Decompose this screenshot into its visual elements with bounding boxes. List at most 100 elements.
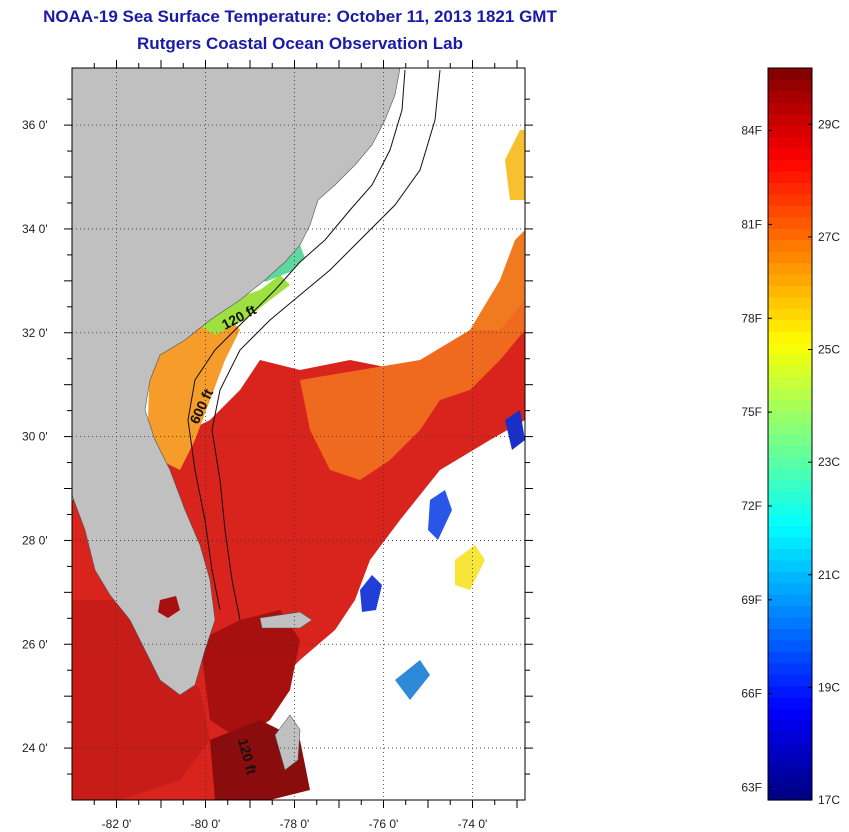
colorbar-band — [768, 719, 812, 732]
sst-cold-patch-3 — [505, 410, 525, 450]
lat-label: 26 0' — [22, 637, 48, 651]
colorbar-band — [768, 285, 812, 298]
colorbar-band — [768, 331, 812, 344]
colorbar-band — [768, 548, 812, 561]
colorbar-label-f: 72F — [741, 499, 762, 513]
colorbar-band — [768, 170, 812, 183]
colorbar-band — [768, 502, 812, 515]
colorbar-band — [768, 216, 812, 229]
colorbar-label-f: 63F — [741, 780, 762, 794]
land-lake-okeechobee — [158, 596, 180, 618]
colorbar-label-c: 19C — [818, 680, 840, 694]
colorbar-band — [768, 605, 812, 618]
colorbar-ticks — [768, 123, 812, 801]
colorbar-label-c: 29C — [818, 117, 840, 131]
colorbar-band — [768, 102, 812, 115]
lat-label: 28 0' — [22, 533, 48, 547]
colorbar-band — [768, 491, 812, 504]
colorbar-band — [768, 399, 812, 412]
longitude-labels: -82 0' -80 0' -78 0' -76 0' -74 0' — [102, 817, 488, 831]
colorbar-band — [768, 319, 812, 332]
sst-region-gulf — [72, 600, 210, 800]
sst-region-gulfstream — [300, 260, 525, 480]
colorbar-band — [768, 639, 812, 652]
colorbar-band — [768, 193, 812, 206]
colorbar-celsius-labels: 29C 27C 25C 23C 21C 19C 17C — [818, 117, 840, 807]
colorbar-band — [768, 376, 812, 389]
lon-label: -78 0' — [280, 817, 310, 831]
colorbar-band — [768, 617, 812, 630]
colorbar-band — [768, 456, 812, 469]
lat-label: 30 0' — [22, 430, 48, 444]
colorbar-band — [768, 468, 812, 481]
colorbar-band — [768, 148, 812, 161]
colorbar-band — [768, 445, 812, 458]
colorbar-band — [768, 754, 812, 767]
colorbar-band — [768, 685, 812, 698]
colorbar-band — [768, 594, 812, 607]
colorbar-label-f: 66F — [741, 687, 762, 701]
colorbar-frame — [767, 67, 813, 801]
land-mainland — [72, 68, 401, 696]
colorbar-band — [768, 697, 812, 710]
colorbar-band — [768, 136, 812, 149]
colorbar-band — [768, 674, 812, 687]
colorbar-band — [768, 536, 812, 549]
colorbar-band — [768, 662, 812, 675]
colorbar-band — [768, 422, 812, 435]
latitude-labels: 24 0' 26 0' 28 0' 30 0' 32 0' 34 0' 36 0… — [22, 118, 48, 755]
colorbar-label-f: 78F — [741, 311, 762, 325]
land-island-grand-bahama — [259, 611, 313, 629]
colorbar-band — [768, 342, 812, 355]
colorbar-gradient — [768, 68, 812, 801]
colorbar-band — [768, 79, 812, 92]
colorbar-band — [768, 708, 812, 721]
colorbar-band — [768, 559, 812, 572]
colorbar-band — [768, 125, 812, 138]
colorbar-band — [768, 582, 812, 595]
colorbar-band — [768, 651, 812, 664]
colorbar-band — [768, 228, 812, 241]
lat-label: 36 0' — [22, 118, 48, 132]
colorbar-band — [768, 262, 812, 275]
colorbar-band — [768, 365, 812, 378]
colorbar-band — [768, 411, 812, 424]
colorbar-fahrenheit-labels: 84F 81F 78F 75F 72F 69F 66F 63F — [741, 124, 762, 795]
lat-label: 34 0' — [22, 222, 48, 236]
colorbar-band — [768, 514, 812, 527]
lon-label: -74 0' — [458, 817, 488, 831]
colorbar-band — [768, 479, 812, 492]
colorbar-band — [768, 239, 812, 252]
colorbar-band — [768, 731, 812, 744]
colorbar-band — [768, 90, 812, 103]
colorbar-label-c: 23C — [818, 455, 840, 469]
sst-region-nearshore — [190, 275, 290, 335]
sst-region-florida-straits — [200, 610, 300, 740]
colorbar-band — [768, 353, 812, 366]
sst-warm-patch — [455, 545, 485, 590]
colorbar-label-c: 17C — [818, 793, 840, 807]
sst-cold-patch-4 — [395, 660, 430, 700]
colorbar-band — [768, 273, 812, 286]
colorbar-band — [768, 777, 812, 790]
colorbar-band — [768, 182, 812, 195]
map-ticks — [64, 60, 533, 808]
chart-title: NOAA-19 Sea Surface Temperature: October… — [43, 7, 557, 26]
lon-label: -80 0' — [191, 817, 221, 831]
colorbar-band — [768, 765, 812, 778]
colorbar-label-f: 84F — [741, 124, 762, 138]
colorbar-band — [768, 628, 812, 641]
chart-subtitle: Rutgers Coastal Ocean Observation Lab — [137, 34, 463, 53]
sst-region-northeast — [505, 130, 525, 200]
colorbar-band — [768, 68, 812, 81]
colorbar-label-c: 27C — [818, 230, 840, 244]
colorbar-band — [768, 205, 812, 218]
colorbar-band — [768, 742, 812, 755]
colorbar-label-f: 81F — [741, 217, 762, 231]
sst-cold-patch-1 — [360, 575, 382, 612]
colorbar-band — [768, 571, 812, 584]
colorbar-label-f: 69F — [741, 593, 762, 607]
map-frame — [71, 67, 526, 801]
